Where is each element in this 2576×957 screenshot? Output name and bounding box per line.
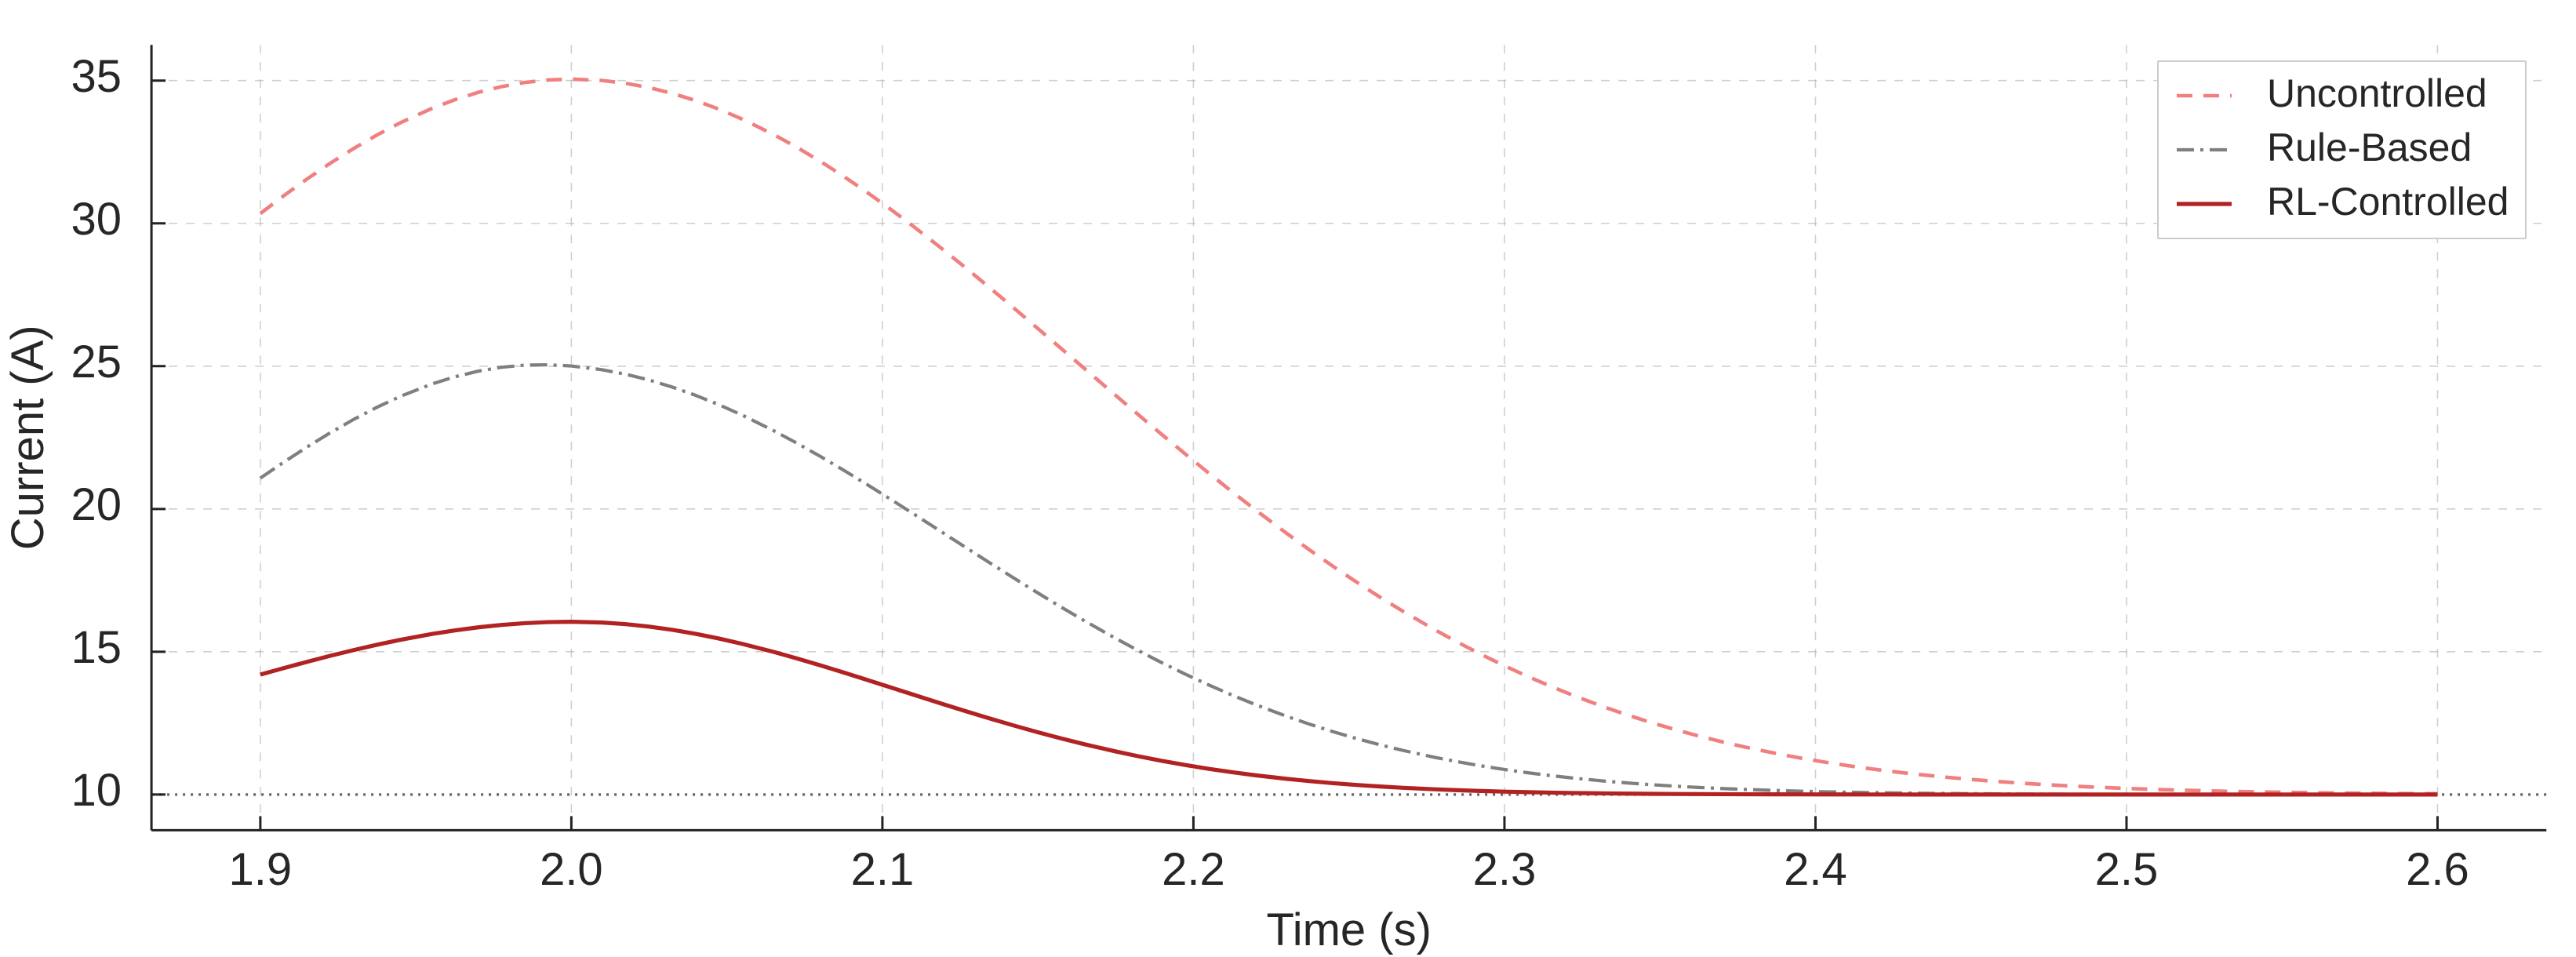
svg-text:15: 15 [71,622,122,673]
svg-text:25: 25 [71,337,122,388]
svg-text:1.9: 1.9 [229,844,293,895]
svg-text:2.2: 2.2 [1162,844,1225,895]
svg-text:Uncontrolled: Uncontrolled [2267,71,2487,115]
svg-text:2.3: 2.3 [1473,844,1537,895]
svg-text:35: 35 [71,51,122,102]
svg-text:10: 10 [71,765,122,816]
svg-text:2.0: 2.0 [540,844,603,895]
svg-text:20: 20 [71,479,122,530]
svg-text:2.5: 2.5 [2095,844,2159,895]
svg-text:Current (A): Current (A) [2,325,53,550]
svg-text:Rule-Based: Rule-Based [2267,126,2472,169]
svg-text:2.4: 2.4 [1784,844,1847,895]
svg-text:RL-Controlled: RL-Controlled [2267,180,2509,224]
svg-text:30: 30 [71,194,122,245]
svg-text:Time (s): Time (s) [1266,904,1431,955]
svg-text:2.1: 2.1 [851,844,915,895]
svg-text:2.6: 2.6 [2406,844,2469,895]
